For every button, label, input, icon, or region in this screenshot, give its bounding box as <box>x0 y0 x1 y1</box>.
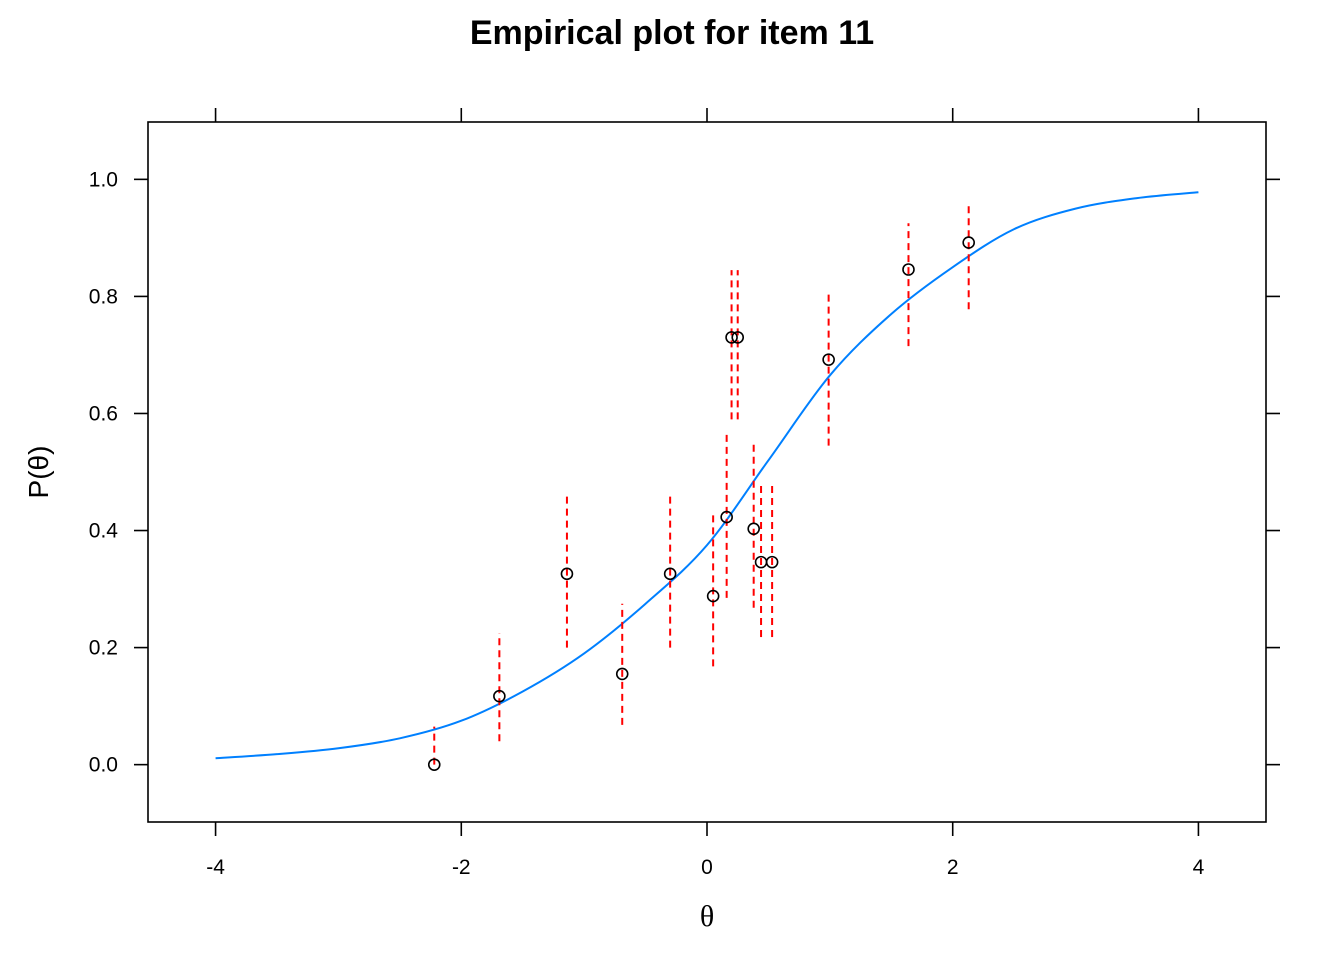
data-point <box>560 567 574 581</box>
data-point <box>962 236 975 249</box>
points-layer <box>427 236 975 771</box>
y-tick-label: 0.4 <box>89 520 119 543</box>
data-point <box>731 331 745 344</box>
x-tick-label: -2 <box>452 856 471 879</box>
data-point <box>615 667 629 681</box>
data-point <box>902 263 915 276</box>
x-tick-label: 4 <box>1193 856 1205 879</box>
data-point <box>493 689 506 703</box>
data-point <box>765 555 779 569</box>
data-point <box>822 353 835 366</box>
error-bars-layer <box>433 202 970 765</box>
y-tick-label: 0.2 <box>89 637 118 660</box>
axis-ticks: -4 -2 0 2 4 0.0 0.2 0.4 0.6 0.8 1.0 <box>89 108 1280 879</box>
data-point <box>706 589 720 603</box>
data-point <box>747 522 760 536</box>
x-tick-label: 0 <box>701 856 713 879</box>
fitted-curve-layer <box>215 191 1199 760</box>
y-axis-label: P(θ) <box>23 446 54 499</box>
y-tick-label: 1.0 <box>89 168 118 191</box>
data-point <box>427 758 441 771</box>
fitted-curve <box>215 191 1199 760</box>
x-axis-label: θ <box>700 900 714 933</box>
plot-frame <box>147 121 1267 823</box>
chart-title: Empirical plot for item 11 <box>470 14 874 52</box>
data-point <box>725 331 738 344</box>
data-point <box>720 510 733 524</box>
x-tick-label: -4 <box>206 856 225 879</box>
y-tick-label: 0.6 <box>89 402 118 425</box>
x-tick-label: 2 <box>947 856 959 879</box>
y-tick-label: 0.8 <box>89 285 118 308</box>
data-point <box>663 567 677 581</box>
y-tick-label: 0.0 <box>89 754 118 777</box>
